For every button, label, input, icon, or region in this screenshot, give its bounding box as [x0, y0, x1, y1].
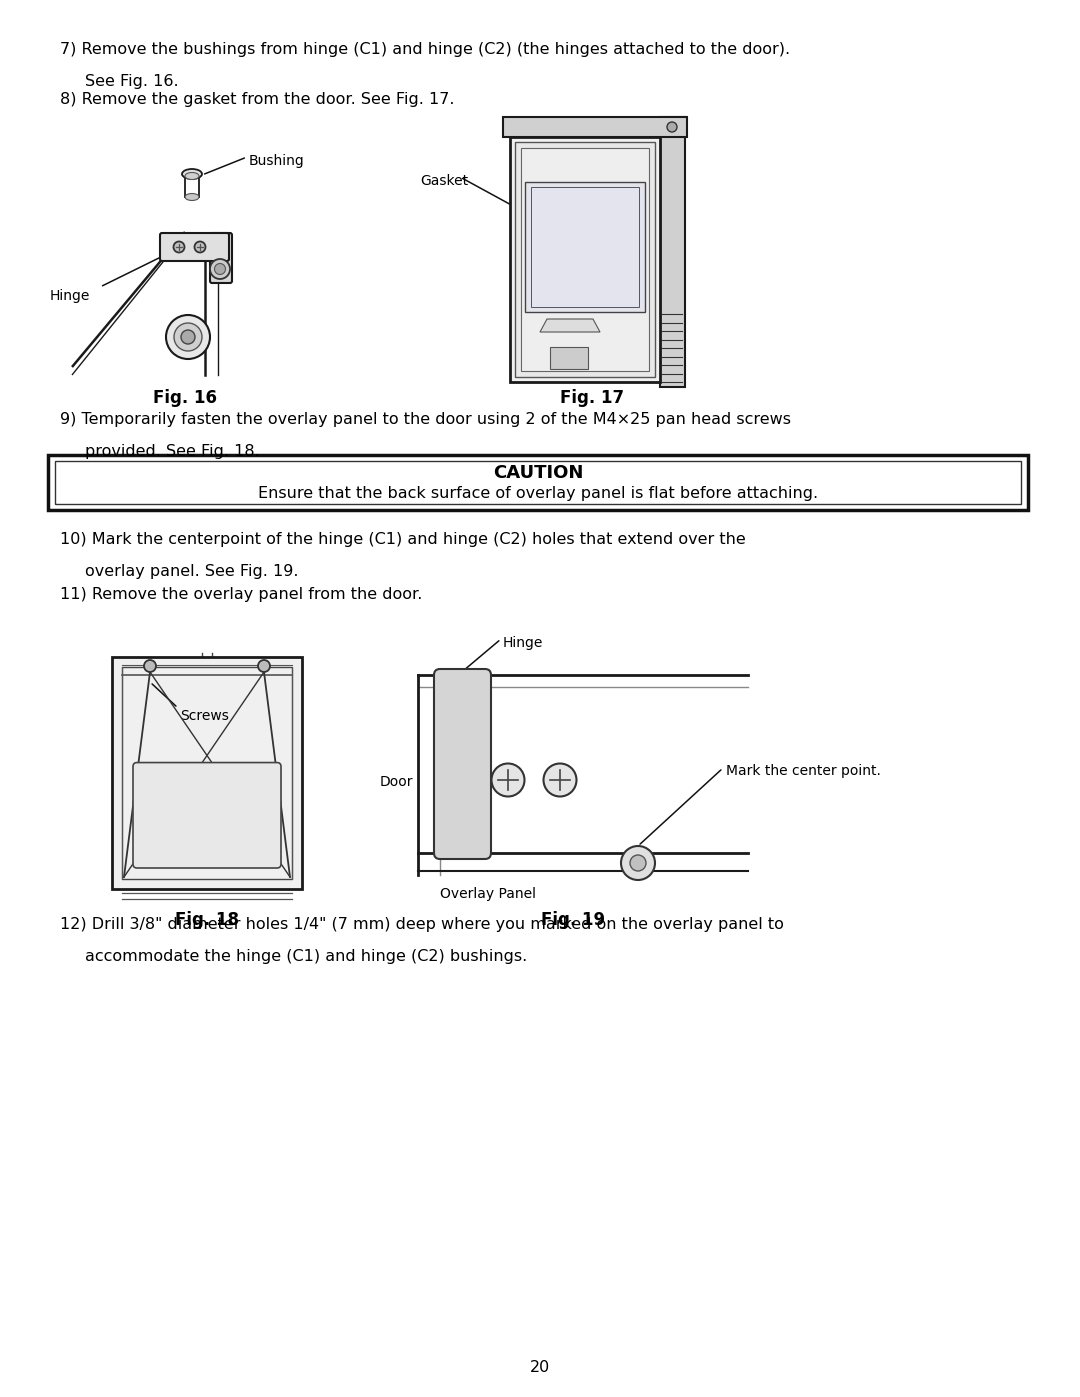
Polygon shape	[540, 319, 600, 332]
Text: Gasket: Gasket	[420, 175, 468, 189]
FancyBboxPatch shape	[521, 148, 649, 372]
FancyBboxPatch shape	[55, 461, 1021, 504]
FancyBboxPatch shape	[112, 657, 302, 888]
Text: Mark the center point.: Mark the center point.	[726, 764, 881, 778]
Text: Screws: Screws	[180, 710, 229, 724]
Text: Door: Door	[380, 775, 414, 789]
Circle shape	[194, 242, 205, 253]
Text: Fig. 16: Fig. 16	[153, 388, 217, 407]
Circle shape	[144, 659, 156, 672]
Circle shape	[491, 764, 525, 796]
FancyBboxPatch shape	[510, 137, 660, 381]
Text: Hinge: Hinge	[50, 289, 91, 303]
Circle shape	[630, 855, 646, 870]
FancyBboxPatch shape	[503, 117, 687, 137]
FancyBboxPatch shape	[525, 182, 645, 312]
FancyBboxPatch shape	[515, 142, 654, 377]
FancyBboxPatch shape	[434, 669, 491, 859]
Text: accommodate the hinge (C1) and hinge (C2) bushings.: accommodate the hinge (C1) and hinge (C2…	[85, 949, 527, 964]
Ellipse shape	[183, 169, 202, 179]
Text: overlay panel. See Fig. 19.: overlay panel. See Fig. 19.	[85, 564, 298, 578]
Circle shape	[181, 330, 195, 344]
Circle shape	[543, 764, 577, 796]
Text: See Fig. 16.: See Fig. 16.	[85, 74, 178, 89]
Circle shape	[174, 323, 202, 351]
Text: 7) Remove the bushings from hinge (C1) and hinge (C2) (the hinges attached to th: 7) Remove the bushings from hinge (C1) a…	[60, 42, 791, 57]
FancyBboxPatch shape	[210, 233, 232, 284]
FancyBboxPatch shape	[133, 763, 281, 868]
Text: provided. See Fig. 18.: provided. See Fig. 18.	[85, 444, 260, 460]
Text: Hinge: Hinge	[503, 636, 543, 650]
Text: Ensure that the back surface of overlay panel is flat before attaching.: Ensure that the back surface of overlay …	[258, 486, 818, 502]
Text: Fig. 17: Fig. 17	[561, 388, 624, 407]
Circle shape	[621, 847, 654, 880]
Circle shape	[215, 264, 226, 274]
Text: Fig. 19: Fig. 19	[541, 911, 605, 929]
Ellipse shape	[185, 194, 199, 201]
Text: 10) Mark the centerpoint of the hinge (C1) and hinge (C2) holes that extend over: 10) Mark the centerpoint of the hinge (C…	[60, 532, 746, 548]
FancyBboxPatch shape	[48, 455, 1028, 510]
Circle shape	[174, 242, 185, 253]
Text: Bushing: Bushing	[249, 154, 305, 168]
Circle shape	[210, 258, 230, 279]
Text: Fig. 18: Fig. 18	[175, 911, 239, 929]
Ellipse shape	[185, 172, 199, 179]
Circle shape	[258, 659, 270, 672]
Text: CAUTION: CAUTION	[492, 464, 583, 482]
FancyBboxPatch shape	[160, 233, 229, 261]
Text: Overlay Panel: Overlay Panel	[440, 887, 536, 901]
Text: 20: 20	[530, 1361, 550, 1375]
Circle shape	[166, 314, 210, 359]
FancyBboxPatch shape	[550, 346, 588, 369]
Text: 8) Remove the gasket from the door. See Fig. 17.: 8) Remove the gasket from the door. See …	[60, 92, 455, 108]
Text: 9) Temporarily fasten the overlay panel to the door using 2 of the M4×25 pan hea: 9) Temporarily fasten the overlay panel …	[60, 412, 791, 427]
FancyBboxPatch shape	[660, 117, 685, 387]
Text: 11) Remove the overlay panel from the door.: 11) Remove the overlay panel from the do…	[60, 587, 422, 602]
Circle shape	[667, 122, 677, 131]
Text: 12) Drill 3/8" diameter holes 1/4" (7 mm) deep where you marked on the overlay p: 12) Drill 3/8" diameter holes 1/4" (7 mm…	[60, 916, 784, 932]
